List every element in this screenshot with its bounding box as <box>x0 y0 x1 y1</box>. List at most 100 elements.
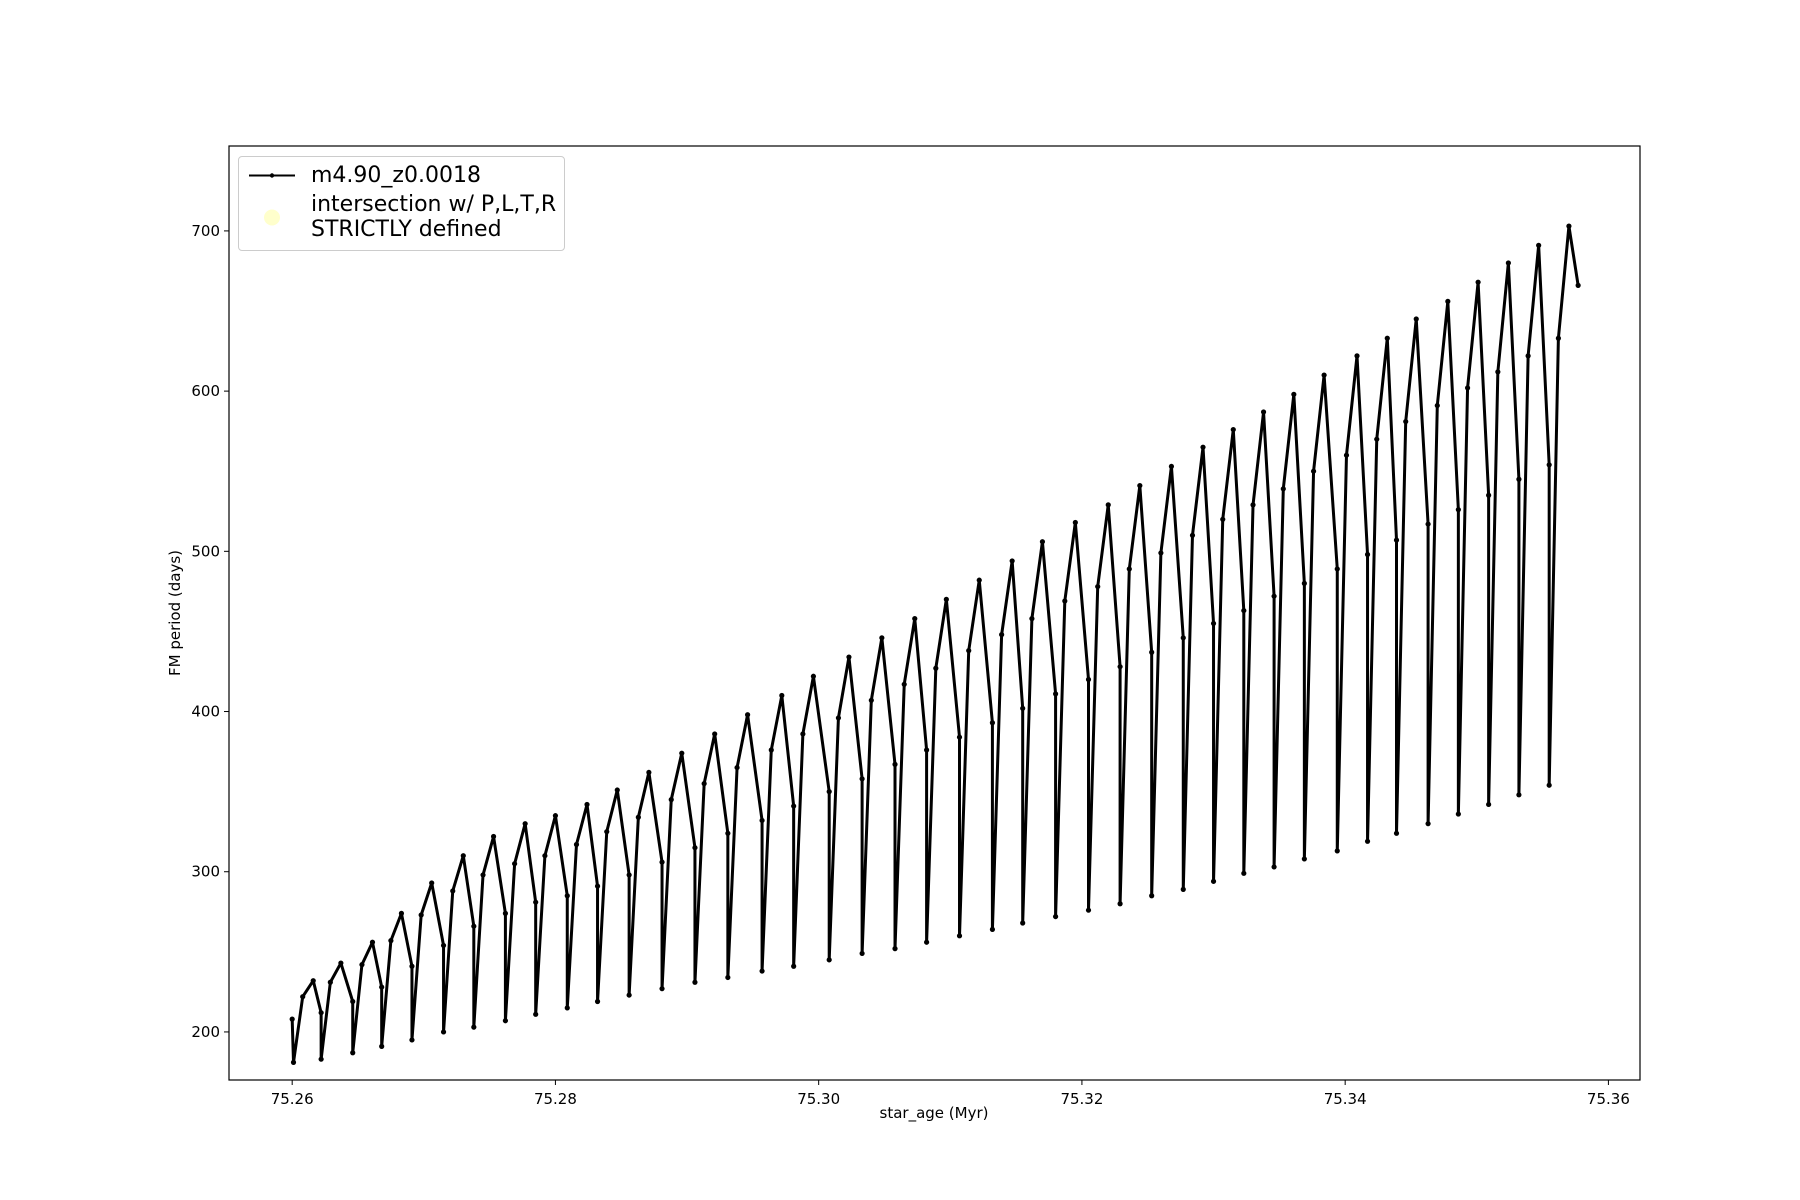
data-point <box>1301 856 1307 862</box>
data-point <box>594 998 601 1005</box>
data-point <box>1020 920 1026 926</box>
data-point <box>1334 848 1340 854</box>
data-point <box>318 1010 324 1016</box>
data-point <box>626 872 632 878</box>
legend-entry: m4.90_z0.0018 <box>247 163 556 188</box>
data-point <box>1149 649 1155 655</box>
data-point <box>810 673 817 679</box>
data-point <box>1393 537 1400 543</box>
data-point <box>1230 426 1236 433</box>
data-point <box>646 769 652 776</box>
data-point <box>744 712 751 718</box>
data-point <box>1413 316 1419 322</box>
data-point <box>1271 864 1277 870</box>
data-point <box>956 933 963 939</box>
data-point <box>379 984 385 990</box>
data-point <box>1486 492 1492 498</box>
data-point <box>522 821 528 827</box>
data-point <box>933 665 939 671</box>
data-point <box>1241 607 1247 614</box>
data-point <box>300 994 306 1000</box>
data-point <box>564 893 570 899</box>
data-point <box>1374 436 1380 442</box>
data-point <box>614 787 620 793</box>
data-point <box>379 1043 385 1049</box>
data-point <box>966 648 972 654</box>
data-point <box>1009 558 1015 564</box>
legend-label: intersection w/ P,L,T,R STRICTLY defined <box>311 192 557 242</box>
data-point <box>768 747 774 753</box>
data-point <box>1464 385 1471 391</box>
data-point <box>725 974 731 981</box>
data-point <box>369 939 376 945</box>
data-point <box>759 968 765 974</box>
data-point <box>868 697 874 703</box>
data-point <box>318 1056 324 1062</box>
data-point <box>1546 462 1552 468</box>
data-point <box>701 781 707 787</box>
data-point <box>679 750 685 756</box>
data-point <box>1321 372 1327 378</box>
data-point <box>912 616 918 622</box>
data-point <box>791 963 797 969</box>
data-point <box>338 960 344 966</box>
data-point <box>1525 353 1531 359</box>
data-point <box>429 880 435 886</box>
data-point <box>1575 282 1581 288</box>
series-line <box>290 224 1580 1064</box>
data-point <box>879 635 885 641</box>
data-point <box>1505 260 1511 266</box>
data-point <box>1475 279 1481 285</box>
data-point <box>791 803 797 809</box>
data-point <box>659 986 665 992</box>
data-point <box>1180 886 1186 892</box>
data-point <box>1085 907 1092 913</box>
data-point <box>1168 463 1175 470</box>
data-point <box>924 747 930 753</box>
data-point <box>734 764 740 771</box>
data-point <box>1117 664 1123 670</box>
data-point <box>859 950 865 957</box>
data-point <box>1486 801 1492 808</box>
data-point <box>450 888 456 894</box>
data-point <box>800 731 806 737</box>
y-tick-label: 400 <box>191 703 220 721</box>
y-tick-label: 500 <box>191 542 220 560</box>
data-point <box>1555 335 1561 341</box>
legend-marker <box>264 209 280 225</box>
data-point <box>626 992 632 998</box>
legend-swatch <box>249 173 295 178</box>
data-point <box>512 861 518 867</box>
data-point <box>290 1059 297 1065</box>
data-point <box>1354 353 1360 359</box>
data-point <box>409 963 415 969</box>
data-point <box>659 859 665 865</box>
data-point <box>1536 242 1542 248</box>
data-point <box>1052 913 1059 920</box>
data-point <box>989 926 996 933</box>
data-point <box>1301 580 1307 586</box>
data-point <box>759 817 765 824</box>
data-point <box>1250 502 1256 508</box>
data-point <box>1403 418 1409 425</box>
data-point <box>989 720 996 726</box>
data-point <box>1455 811 1461 817</box>
data-point <box>480 872 486 878</box>
y-tick-label: 600 <box>191 382 220 400</box>
data-point <box>1455 507 1461 513</box>
data-point <box>892 946 898 952</box>
data-point <box>1095 583 1101 590</box>
data-point <box>1271 593 1277 599</box>
data-point <box>594 883 601 889</box>
data-point <box>1200 444 1206 450</box>
data-point <box>1334 566 1340 572</box>
data-point <box>1072 519 1078 526</box>
data-point <box>1210 878 1217 884</box>
data-point <box>440 1029 447 1035</box>
data-point <box>440 942 447 949</box>
legend-marker <box>269 173 275 178</box>
y-tick-label: 300 <box>191 863 220 881</box>
data-point <box>1425 521 1431 527</box>
data-point <box>846 654 852 660</box>
